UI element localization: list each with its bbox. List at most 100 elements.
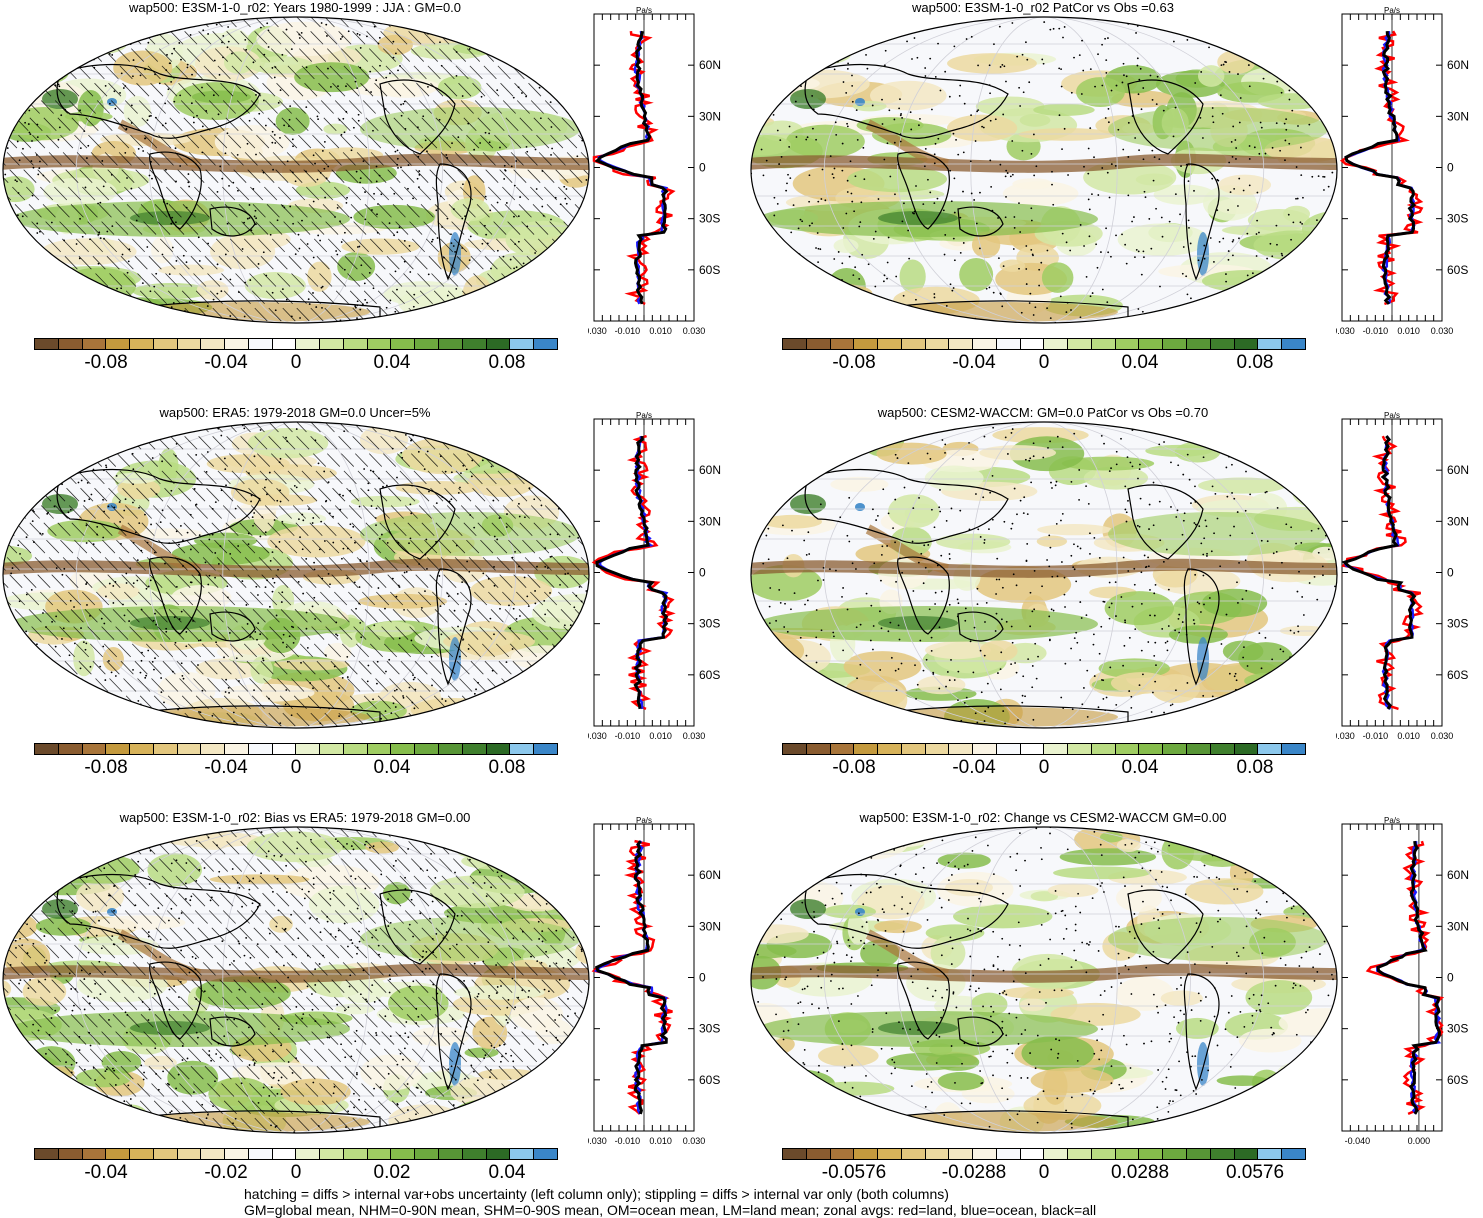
colorbar-swatch	[1139, 744, 1164, 754]
zonal-lat-label: 0	[699, 566, 706, 580]
colorbar-swatch	[925, 1149, 950, 1159]
panel-era5-obs: wap500: ERA5: 1979-2018 GM=0.0 Uncer=5% -…	[0, 405, 740, 805]
colorbar-swatch	[296, 339, 321, 349]
colorbar-swatch	[106, 339, 131, 349]
colorbar-swatch	[177, 1149, 202, 1159]
colorbar-swatch	[201, 339, 226, 349]
colorbar-swatch	[973, 1149, 997, 1159]
zonal-x-tick-label: -0.030	[588, 731, 607, 741]
zonal-lat-label: 60N	[699, 58, 721, 72]
panel-model-patcor: wap500: E3SM-1-0_r02 PatCor vs Obs =0.63…	[748, 0, 1483, 400]
colorbar-swatch	[1163, 339, 1188, 349]
colorbar	[782, 1148, 1306, 1160]
colorbar-swatch	[486, 1149, 511, 1159]
colorbar-swatch	[854, 744, 879, 754]
colorbar-swatch	[82, 339, 107, 349]
colorbar-swatch	[367, 339, 392, 349]
colorbar-tick-label: -0.04	[204, 352, 248, 373]
colorbar-swatch	[1234, 744, 1259, 754]
colorbar-tick-label: 0	[1038, 757, 1050, 778]
colorbar-labels: -0.0576 -0.0288 0 0.0288 0.0576	[782, 1162, 1306, 1186]
colorbar-swatch	[106, 1149, 131, 1159]
colorbar-swatch	[1258, 1149, 1283, 1159]
colorbar-tick-label: -0.08	[84, 352, 128, 373]
colorbar-swatch	[1068, 339, 1092, 349]
colorbar-swatch	[1091, 339, 1116, 349]
global-map	[750, 421, 1338, 729]
zonal-lat-label: 30N	[699, 514, 721, 528]
colorbar-tick-label: 0.08	[1236, 757, 1274, 778]
zonal-line-land	[591, 434, 676, 711]
colorbar-swatch	[153, 339, 178, 349]
colorbar-swatch	[415, 744, 440, 754]
colorbar-swatch	[534, 744, 557, 754]
colorbar-swatch	[1187, 744, 1211, 754]
colorbar-swatch	[806, 744, 831, 754]
zonal-line-all	[594, 30, 669, 305]
global-map	[750, 826, 1338, 1134]
zonal-lat-label: 60S	[1447, 263, 1468, 277]
colorbar-swatch	[320, 339, 344, 349]
zonal-x-tick-label: -0.030	[588, 1136, 607, 1146]
panel-model-climatology: wap500: E3SM-1-0_r02: Years 1980-1999 : …	[0, 0, 740, 400]
colorbar-swatch	[783, 1149, 807, 1159]
colorbar-tick-label: 0.0576	[1225, 1162, 1285, 1183]
zonal-lat-label: 60N	[699, 868, 721, 882]
colorbar-swatch	[462, 1149, 487, 1159]
zonal-unit-label: Pa/s	[636, 6, 652, 15]
colorbar-swatch	[225, 1149, 249, 1159]
colorbar-swatch	[996, 744, 1021, 754]
zonal-x-tick-label: 0.030	[1431, 731, 1454, 741]
colorbar-swatch	[1139, 339, 1164, 349]
zonal-lat-label: 60N	[699, 463, 721, 477]
zonal-lat-label: 0	[1447, 161, 1454, 175]
colorbar-swatch	[783, 744, 807, 754]
colorbar-swatch	[1210, 1149, 1235, 1159]
colorbar-swatch	[1044, 744, 1069, 754]
colorbar-swatch	[130, 1149, 154, 1159]
colorbar-swatch	[973, 744, 997, 754]
zonal-mean-plot: Pa/s -0.030 -0.010 0.010 0.030 60N 30N 0 30S 60S	[588, 6, 721, 336]
zonal-x-tick-label: -0.010	[1363, 326, 1389, 336]
panel-title: wap500: E3SM-1-0_r02: Years 1980-1999 : …	[128, 0, 462, 15]
colorbar-tick-label: -0.04	[204, 757, 248, 778]
colorbar-tick-label: -0.04	[84, 1162, 128, 1183]
zonal-x-tick-label: -0.010	[615, 731, 641, 741]
colorbar-swatch	[1234, 1149, 1259, 1159]
zonal-line-ocean	[597, 30, 669, 305]
colorbar-tick-label: 0.02	[373, 1162, 411, 1183]
zonal-lat-label: 60S	[699, 263, 720, 277]
colorbar-swatch	[1210, 339, 1235, 349]
zonal-x-tick-label: -0.040	[1345, 1136, 1371, 1146]
colorbar-swatch	[201, 1149, 226, 1159]
colorbar-swatch	[830, 339, 855, 349]
colorbar-swatch	[439, 1149, 463, 1159]
zonal-x-tick-label: 0.010	[1397, 326, 1420, 336]
colorbar-swatch	[973, 339, 997, 349]
colorbar-swatch	[806, 1149, 831, 1159]
colorbar	[34, 743, 558, 755]
zonal-lat-label: 30S	[699, 617, 720, 631]
panel-cesm2-waccm: wap500: CESM2-WACCM: GM=0.0 PatCor vs Ob…	[748, 405, 1483, 805]
colorbar-swatch	[248, 744, 273, 754]
colorbar-tick-label: 0.08	[488, 352, 526, 373]
colorbar-swatch	[534, 1149, 557, 1159]
colorbar-tick-label: 0.08	[488, 757, 526, 778]
colorbar-swatch	[996, 1149, 1021, 1159]
colorbar-swatch	[1258, 744, 1283, 754]
zonal-x-tick-label: 0.010	[1397, 731, 1420, 741]
colorbar-swatch	[248, 339, 273, 349]
colorbar-swatch	[1020, 339, 1045, 349]
panel-title: wap500: E3SM-1-0_r02: Change vs CESM2-WA…	[859, 810, 1227, 825]
colorbar-swatch	[949, 744, 974, 754]
colorbar-swatch	[1163, 744, 1188, 754]
colorbar-swatch	[510, 339, 535, 349]
zonal-lat-label: 0	[699, 161, 706, 175]
colorbar-swatch	[510, 744, 535, 754]
zonal-x-tick-label: -0.030	[1336, 731, 1355, 741]
zonal-lat-label: 60N	[1447, 463, 1469, 477]
colorbar-swatch	[1020, 744, 1045, 754]
colorbar-swatch	[1115, 339, 1140, 349]
zonal-x-tick-label: 0.030	[683, 731, 706, 741]
colorbar-swatch	[925, 339, 950, 349]
